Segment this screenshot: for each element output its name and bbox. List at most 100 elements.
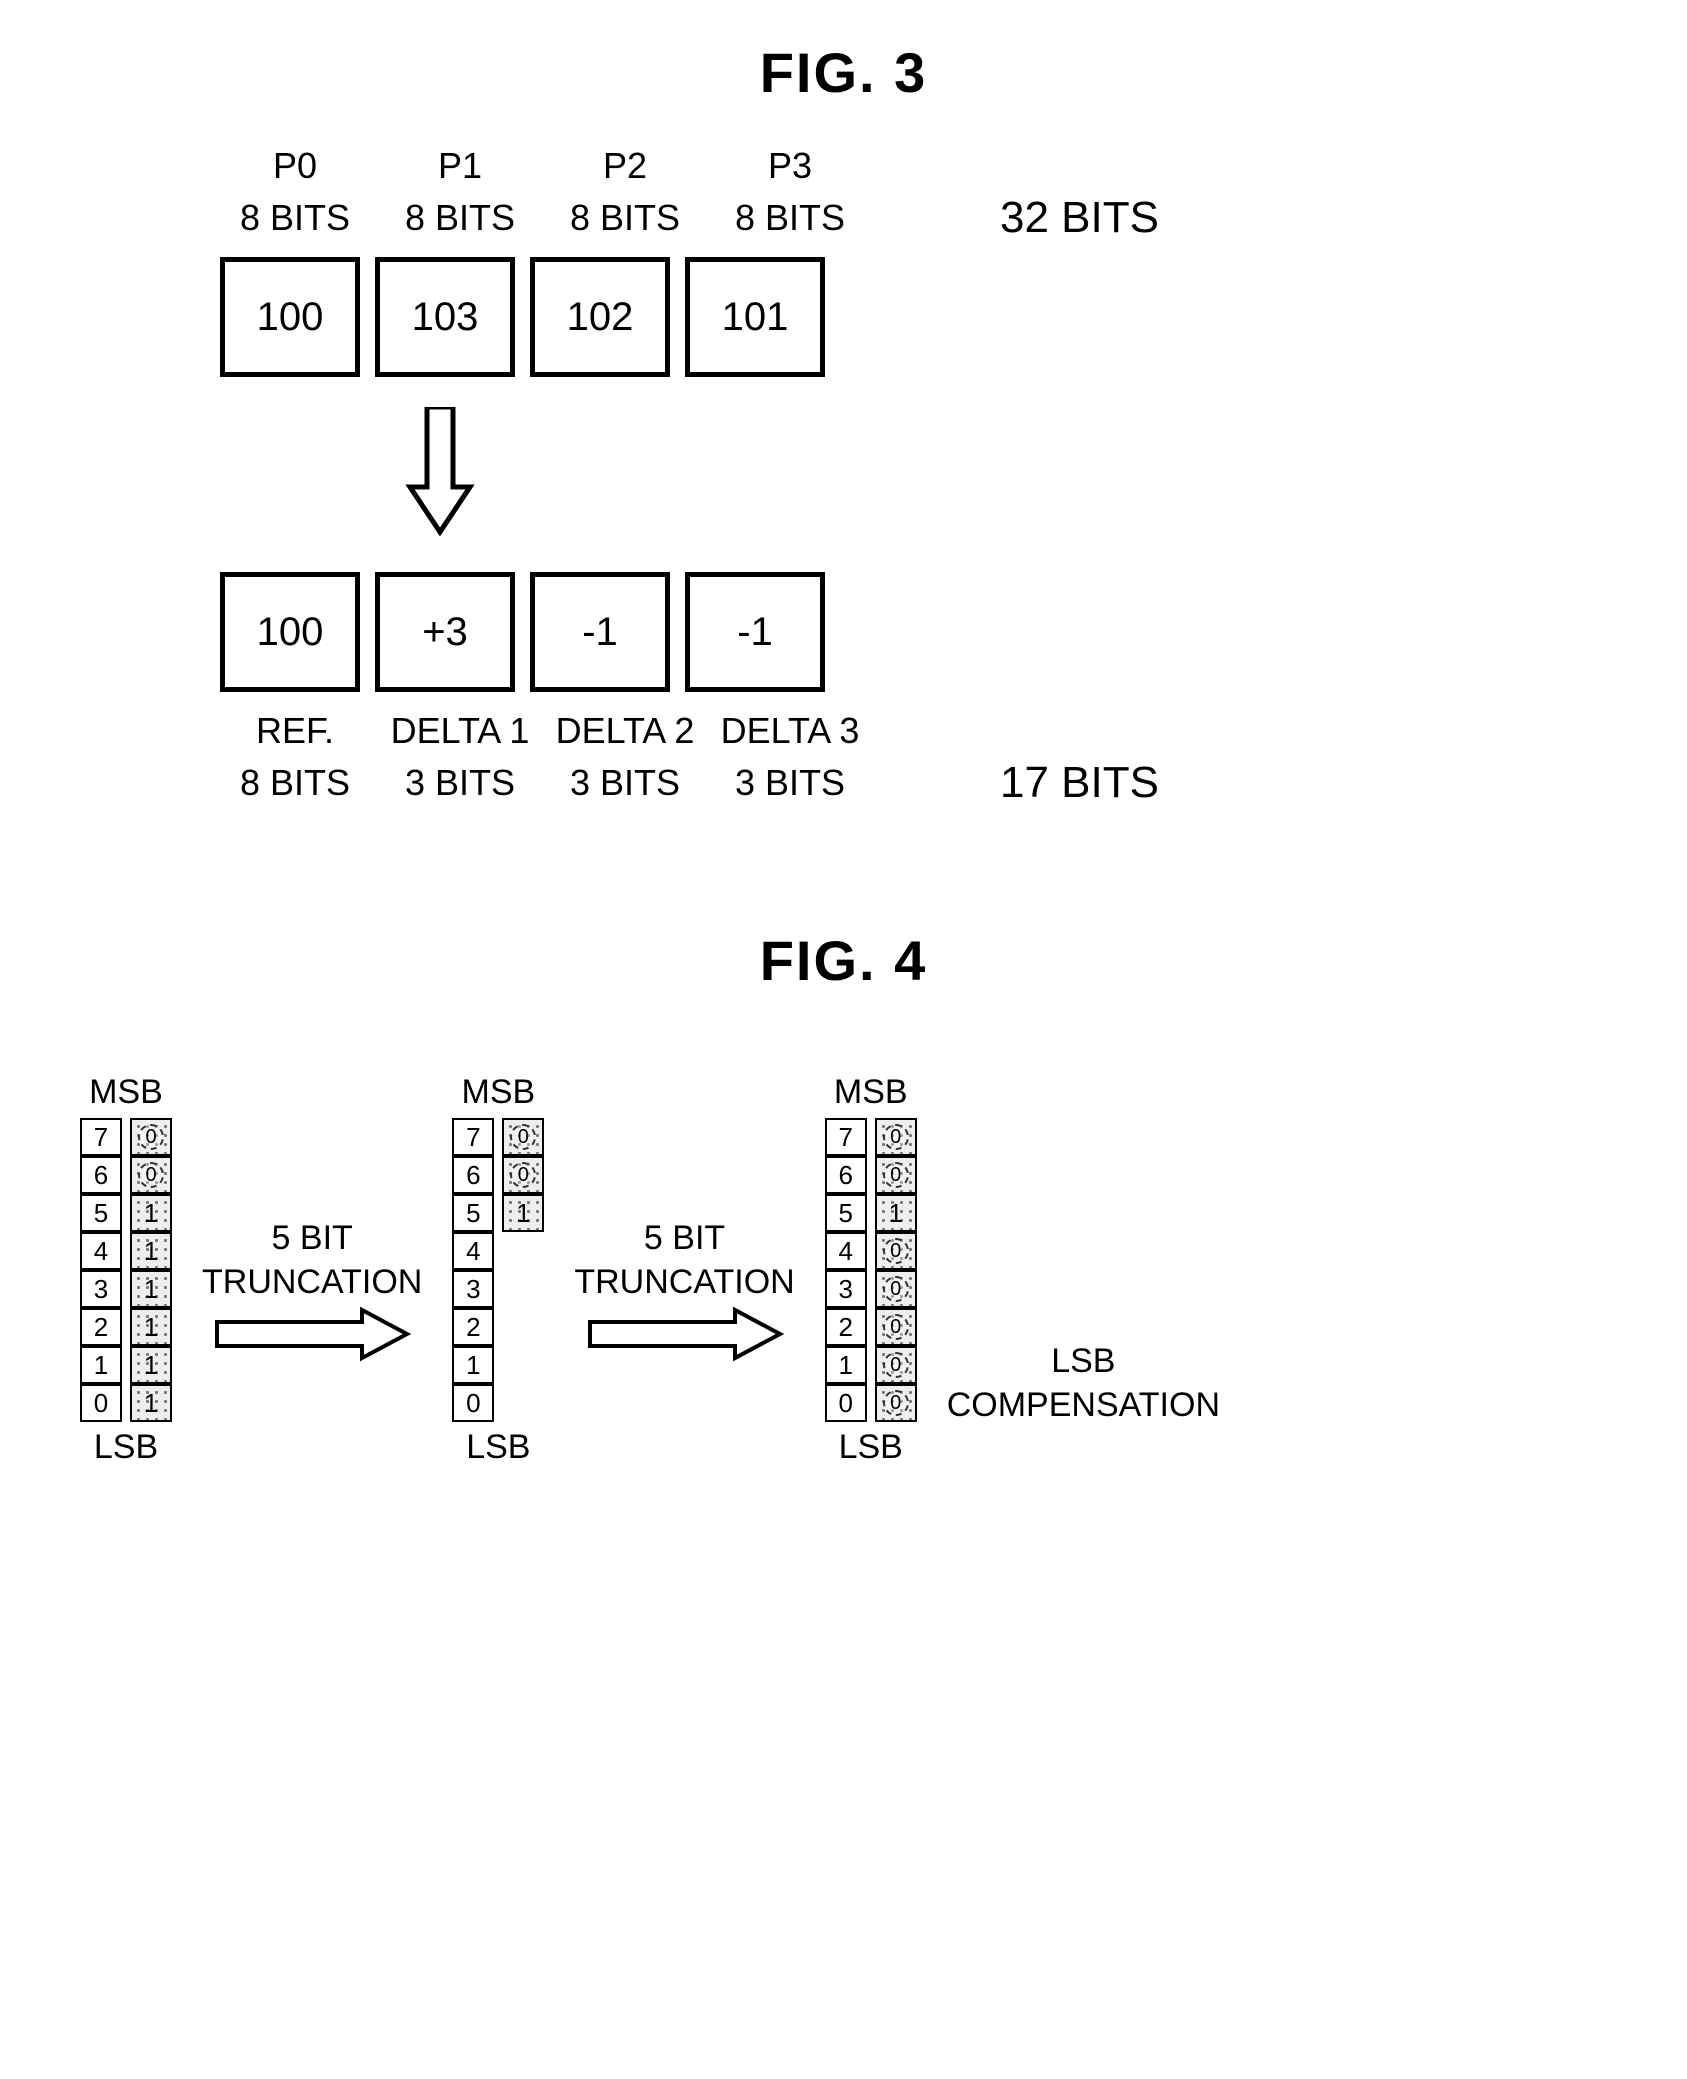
bit-index-cell: 7 (452, 1118, 494, 1156)
fig3-bottom-boxes: 100 +3 -1 -1 (40, 572, 1647, 692)
fig3-bits: 8 BITS (715, 197, 865, 239)
bit-data-cell: 1 (130, 1194, 172, 1232)
lsb-label: LSB (94, 1428, 158, 1467)
lsb-compensation-label: LSB COMPENSATION (947, 1339, 1220, 1427)
fig3-label: DELTA 2 (550, 710, 700, 752)
fig3-label: DELTA 1 (385, 710, 535, 752)
bit-index-cell: 4 (452, 1232, 494, 1270)
fig4-stack-1: MSB 7654321000111111 LSB (80, 1073, 172, 1467)
bit-data-cell: 0 (130, 1118, 172, 1156)
bit-index-cell: 7 (80, 1118, 122, 1156)
fig3-down-arrow-icon (40, 407, 660, 542)
bit-index-cell: 3 (80, 1270, 122, 1308)
fig3-top-boxes: 100 103 102 101 (40, 257, 1647, 377)
bit-index-cell: 2 (452, 1308, 494, 1346)
bit-data-cell: 0 (130, 1156, 172, 1194)
fig3-bits: 3 BITS (550, 762, 700, 804)
bit-data-cell: 1 (130, 1308, 172, 1346)
bit-data-cell: 0 (875, 1156, 917, 1194)
bit-data-cell: 1 (130, 1270, 172, 1308)
fig4-title: FIG. 4 (40, 928, 1647, 993)
bit-index-cell: 5 (80, 1194, 122, 1232)
bit-index-cell: 6 (80, 1156, 122, 1194)
fig3-bottom-bits: 8 BITS 3 BITS 3 BITS 3 BITS 17 BITS (40, 758, 1647, 808)
bit-data-cell: 0 (502, 1156, 544, 1194)
figure-4: FIG. 4 MSB 7654321000111111 LSB 5 BIT TR… (40, 928, 1647, 1467)
arrow-label-line2: TRUNCATION (202, 1263, 422, 1301)
bit-data-cell: 0 (875, 1232, 917, 1270)
figure-3: FIG. 3 P0 P1 P2 P3 8 BITS 8 BITS 8 BITS … (40, 40, 1647, 808)
fig3-header: P2 (550, 145, 700, 187)
right-arrow-icon (585, 1304, 785, 1364)
lsb-label: LSB (839, 1428, 903, 1467)
fig3-bits: 3 BITS (715, 762, 865, 804)
fig3-title: FIG. 3 (40, 40, 1647, 105)
fig4-stack-2: MSB 76543210001 LSB (452, 1073, 544, 1467)
arrow-label-line1: 5 BIT (644, 1219, 725, 1257)
fig4-stack-3: MSB 7654321000100000 LSB (825, 1073, 917, 1467)
bit-index-cell: 3 (825, 1270, 867, 1308)
fig3-content: P0 P1 P2 P3 8 BITS 8 BITS 8 BITS 8 BITS … (40, 145, 1647, 808)
fig3-box: -1 (530, 572, 670, 692)
bit-index-cell: 0 (80, 1384, 122, 1422)
lsb-label: LSB (466, 1428, 530, 1467)
bit-index-column: 76543210 (825, 1118, 867, 1422)
bit-index-cell: 2 (825, 1308, 867, 1346)
bit-data-cell: 1 (875, 1194, 917, 1232)
arrow-label-line1: 5 BIT (272, 1219, 353, 1257)
bit-index-cell: 4 (80, 1232, 122, 1270)
bit-index-cell: 1 (80, 1346, 122, 1384)
bit-index-cell: 4 (825, 1232, 867, 1270)
fig3-box: 102 (530, 257, 670, 377)
arrow-label-line2: TRUNCATION (574, 1263, 794, 1301)
fig3-box: 103 (375, 257, 515, 377)
msb-label: MSB (462, 1073, 536, 1112)
msb-label: MSB (834, 1073, 908, 1112)
bit-index-column: 76543210 (80, 1118, 122, 1422)
bit-index-cell: 0 (452, 1384, 494, 1422)
fig3-box: +3 (375, 572, 515, 692)
fig4-content: MSB 7654321000111111 LSB 5 BIT TRUNCATIO… (40, 1073, 1647, 1467)
bit-data-cell: 0 (875, 1346, 917, 1384)
bit-index-cell: 6 (825, 1156, 867, 1194)
fig3-box: 100 (220, 257, 360, 377)
bit-data-cell: 0 (875, 1270, 917, 1308)
fig3-top-bits: 8 BITS 8 BITS 8 BITS 8 BITS 32 BITS (40, 193, 1647, 243)
fig4-arrow-2: 5 BIT TRUNCATION (574, 1216, 794, 1364)
fig3-bits: 3 BITS (385, 762, 535, 804)
fig3-bits: 8 BITS (550, 197, 700, 239)
bit-data-cell: 0 (502, 1118, 544, 1156)
msb-label: MSB (89, 1073, 163, 1112)
fig3-bits: 8 BITS (220, 762, 370, 804)
bit-index-cell: 1 (825, 1346, 867, 1384)
bit-data-cell: 1 (130, 1384, 172, 1422)
fig3-bits: 8 BITS (220, 197, 370, 239)
fig3-box: -1 (685, 572, 825, 692)
bit-data-column: 001 (502, 1118, 544, 1422)
bit-index-column: 76543210 (452, 1118, 494, 1422)
fig3-label: DELTA 3 (715, 710, 865, 752)
bit-data-cell: 1 (130, 1232, 172, 1270)
fig3-bottom-labels: REF. DELTA 1 DELTA 2 DELTA 3 (40, 710, 1647, 752)
fig3-bits: 8 BITS (385, 197, 535, 239)
bit-data-cell: 0 (875, 1308, 917, 1346)
fig3-label: REF. (220, 710, 370, 752)
fig3-bottom-total: 17 BITS (1000, 758, 1159, 808)
bit-data-cell: 0 (875, 1384, 917, 1422)
fig3-top-total: 32 BITS (1000, 193, 1159, 243)
bit-index-cell: 1 (452, 1346, 494, 1384)
bit-index-cell: 6 (452, 1156, 494, 1194)
fig3-header: P1 (385, 145, 535, 187)
bit-data-column: 00111111 (130, 1118, 172, 1422)
fig3-box: 101 (685, 257, 825, 377)
bit-index-cell: 0 (825, 1384, 867, 1422)
bit-data-cell: 1 (502, 1194, 544, 1232)
bit-index-cell: 3 (452, 1270, 494, 1308)
fig3-header: P3 (715, 145, 865, 187)
bit-data-column: 00100000 (875, 1118, 917, 1422)
fig3-header: P0 (220, 145, 370, 187)
right-arrow-icon (212, 1304, 412, 1364)
fig3-box: 100 (220, 572, 360, 692)
bit-index-cell: 7 (825, 1118, 867, 1156)
bit-index-cell: 5 (825, 1194, 867, 1232)
